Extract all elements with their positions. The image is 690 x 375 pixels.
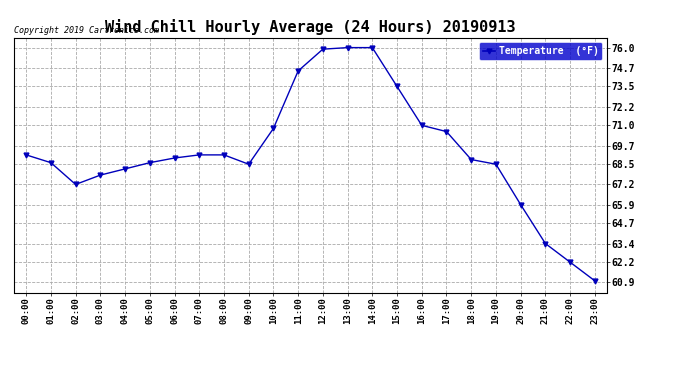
- Text: Copyright 2019 Cartronics.com: Copyright 2019 Cartronics.com: [14, 26, 159, 35]
- Title: Wind Chill Hourly Average (24 Hours) 20190913: Wind Chill Hourly Average (24 Hours) 201…: [105, 19, 516, 35]
- Legend: Temperature  (°F): Temperature (°F): [479, 42, 602, 60]
